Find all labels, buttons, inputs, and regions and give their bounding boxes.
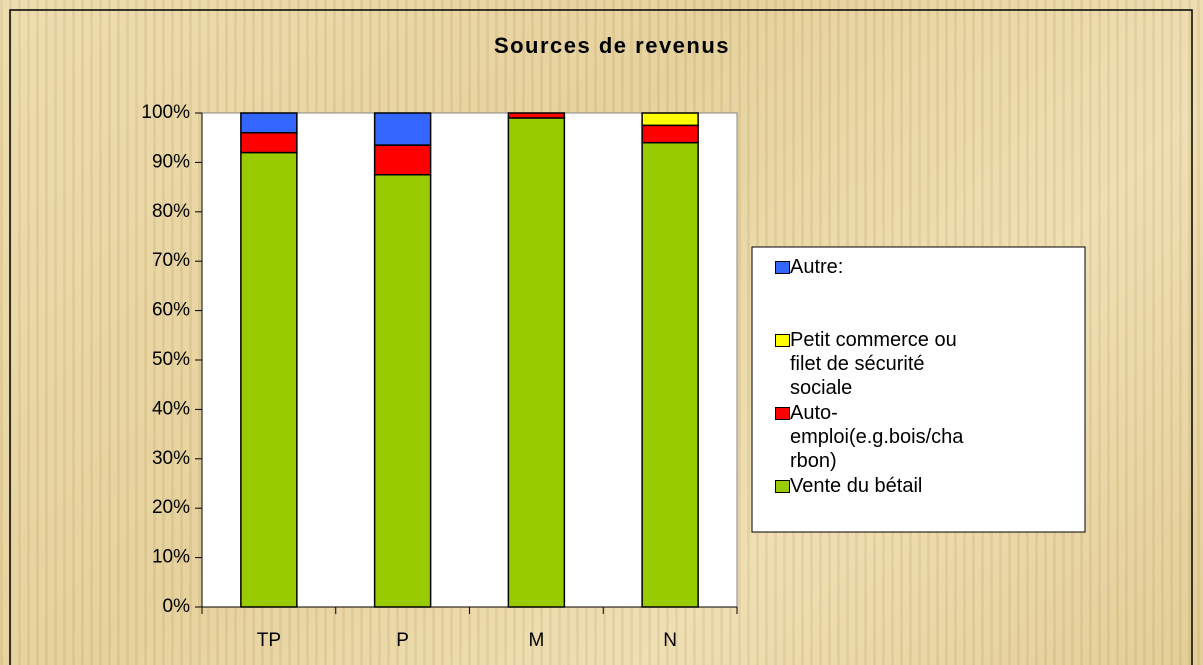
x-tick-label: P xyxy=(396,630,409,651)
x-tick-label: N xyxy=(663,630,677,651)
bar-segment xyxy=(507,117,566,608)
bar-segment xyxy=(240,132,298,154)
legend-label: Auto-emploi(e.g.bois/charbon) xyxy=(790,402,964,472)
y-tick-label: 60% xyxy=(152,300,190,321)
legend-box xyxy=(751,246,1086,533)
legend-swatch xyxy=(775,480,790,493)
y-tick-label: 100% xyxy=(141,102,190,123)
y-tick-label: 90% xyxy=(152,151,190,172)
y-tick-label: 80% xyxy=(152,201,190,222)
bar-segment xyxy=(373,144,432,176)
y-tick-label: 0% xyxy=(163,596,191,617)
y-tick-label: 50% xyxy=(152,349,190,370)
bar-segment xyxy=(240,151,298,608)
legend-label: Autre: xyxy=(790,256,844,278)
y-tick-label: 40% xyxy=(152,398,190,419)
bar-segment xyxy=(373,174,432,608)
bar-segment xyxy=(641,141,699,608)
legend-swatch xyxy=(775,334,790,347)
y-tick-label: 10% xyxy=(152,547,190,568)
legend-swatch xyxy=(775,407,790,420)
bar-segment xyxy=(507,112,566,119)
chart-title: Sources de revenus xyxy=(494,33,730,58)
bar-segment xyxy=(641,112,699,127)
y-tick-label: 30% xyxy=(152,448,190,469)
y-tick-label: 20% xyxy=(152,497,190,518)
chart-border xyxy=(9,9,1193,665)
bar-segment xyxy=(373,112,432,146)
legend-swatch xyxy=(775,261,790,274)
bar-segment xyxy=(641,124,699,144)
x-tick-label: M xyxy=(528,630,544,651)
x-tick-label: TP xyxy=(257,630,281,651)
legend-label: Petit commerce ou filet de sécurité soci… xyxy=(790,329,957,399)
bar-segment xyxy=(240,112,298,134)
legend-label: Vente du bétail xyxy=(790,475,923,497)
y-tick-label: 70% xyxy=(152,250,190,271)
